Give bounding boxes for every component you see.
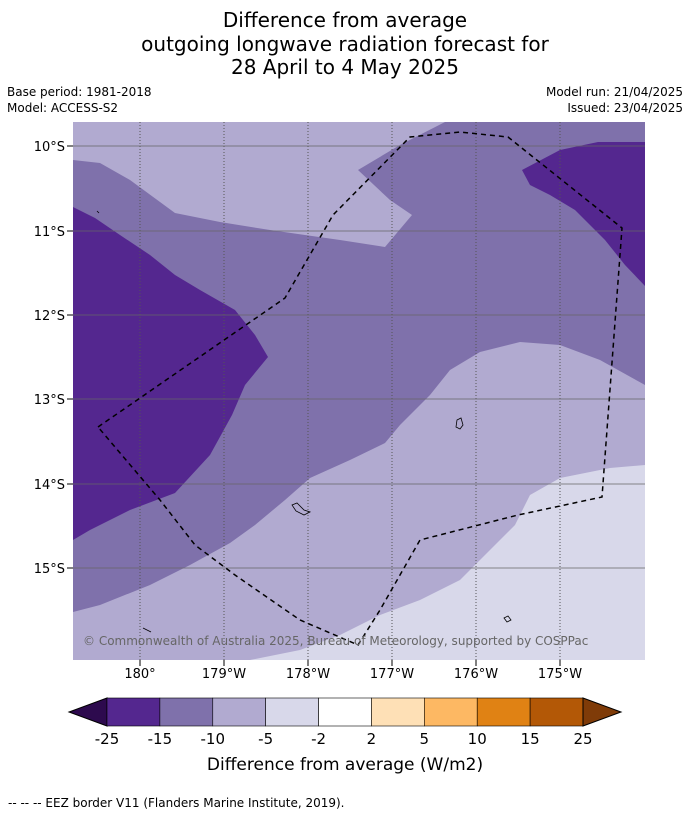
lon-label-175w: 175°W [538,667,582,682]
island-coastline [455,417,464,430]
colorbar-tick-label: 15 [521,730,540,748]
lat-label-12s: 12°S [34,309,65,324]
base-period-text: Base period: 1981-2018 [7,85,152,99]
longitude-labels: 180° 179°W 178°W 177°W 176°W 175°W [124,660,582,682]
colorbar-tick-label: -15 [148,730,173,748]
colorbar-extend-low [67,697,108,727]
eez-border-line [96,131,623,646]
colorbar-swatch [106,697,161,727]
map-title-line-3: 28 April to 4 May 2025 [231,55,459,79]
island-coastline [291,502,312,516]
colorbar-swatch [265,697,319,727]
issued-text: Issued: 23/04/2025 [567,101,683,115]
colorbar-tick-label: 2 [367,730,377,748]
latitude-labels: 10°S 11°S 12°S 13°S 14°S 15°S [34,140,73,577]
colorbar: -25 -15 -10 -5 -2 2 5 10 15 25 Difference from av… [67,697,623,775]
colorbar-label: Difference from average (W/m2) [207,755,483,775]
island-coastline [503,615,512,623]
colorbar-tick-label: 25 [573,730,592,748]
lon-label-180: 180° [124,667,155,682]
lat-label-10s: 10°S [34,140,65,155]
colorbar-tick-label: 10 [468,730,487,748]
model-run-text: Model run: 21/04/2025 [545,85,683,99]
colorbar-tick-label: -25 [95,730,120,748]
colorbar-swatch [371,697,425,727]
eez-legend-footer: -- -- -- EEZ border V11 (Flanders Marine… [8,796,345,810]
anomaly-region-15-to-10 [73,122,645,612]
map-title-line-1: Difference from average [222,8,468,32]
lat-label-13s: 13°S [34,393,65,408]
anomaly-region-25-to-15-northeast [522,142,645,286]
olr-anomaly-map: © Commonwealth of Australia 2025, Bureau… [73,122,645,660]
anomaly-region-25-to-15 [73,207,268,540]
copyright-text: © Commonwealth of Australia 2025, Bureau… [83,634,588,648]
lon-label-179w: 179°W [202,667,246,682]
island-coastline [142,627,152,633]
colorbar-tick-label: -2 [311,730,326,748]
lat-label-15s: 15°S [34,562,65,577]
lat-label-14s: 14°S [34,478,65,493]
colorbar-swatch [476,697,531,727]
colorbar-swatch [212,697,266,727]
colorbar-swatch [159,697,214,727]
colorbar-swatch [424,697,478,727]
colorbar-tick-label: -5 [258,730,273,748]
colorbar-tick-label: 5 [420,730,430,748]
colorbar-swatch [318,697,372,727]
colorbar-swatch [529,697,584,727]
lon-label-178w: 178°W [286,667,330,682]
island-coastline [96,210,100,214]
model-text: Model: ACCESS-S2 [7,101,119,115]
colorbar-tick-label: -10 [201,730,226,748]
map-title-line-2: outgoing longwave radiation forecast for [141,32,549,56]
lat-label-11s: 11°S [34,225,65,240]
latitude-gridlines [73,145,645,569]
lon-label-176w: 176°W [454,667,498,682]
lon-label-177w: 177°W [370,667,414,682]
colorbar-extend-high [582,697,623,727]
